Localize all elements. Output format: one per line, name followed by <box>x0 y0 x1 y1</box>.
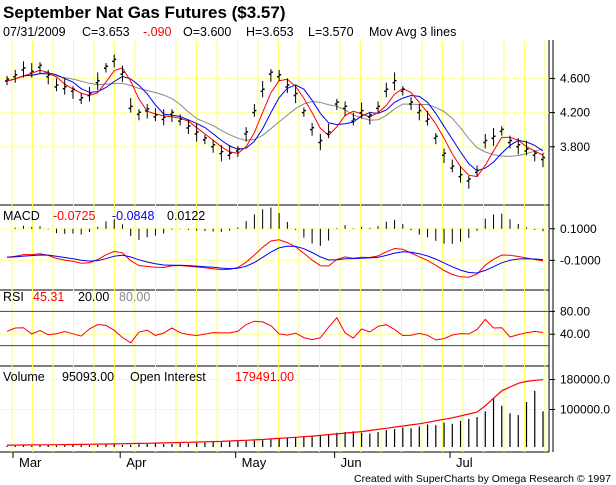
ma-fast-line <box>6 67 544 178</box>
y-tick-label: -0.1000 <box>560 253 601 267</box>
macd-signal-line <box>6 245 544 274</box>
footer-credit: Created with SuperCharts by Omega Resear… <box>354 473 611 485</box>
y-tick-label: 40.00 <box>560 327 590 341</box>
y-tick-label: 80.00 <box>560 304 590 318</box>
rsi-lower: 20.00 <box>78 290 109 304</box>
chart-title: September Nat Gas Futures ($3.57) <box>3 3 285 22</box>
macd-hist-value: 0.0122 <box>167 209 205 223</box>
x-tick-label: May <box>242 455 267 470</box>
x-tick-label: Mar <box>19 455 42 470</box>
rsi-line <box>6 316 544 344</box>
oi-value: 179491.00 <box>235 370 294 384</box>
y-tick-label: 100000.0 <box>560 403 610 417</box>
price-change: -.090 <box>143 25 172 39</box>
x-tick-label: Jun <box>341 455 362 470</box>
x-tick-label: Jul <box>456 455 473 470</box>
y-tick-label: 3.800 <box>560 140 590 154</box>
y-tick-label: 4.600 <box>560 71 590 85</box>
price-open: O=3.600 <box>183 25 231 39</box>
macd-signal-value: -0.0848 <box>112 209 154 223</box>
ma-slow-line <box>6 73 544 157</box>
y-tick-label: 180000.0 <box>560 373 610 387</box>
oi-label: Open Interest <box>130 370 206 384</box>
rsi-label: RSI <box>3 290 24 304</box>
open-interest-line <box>7 379 544 446</box>
y-tick-label: 4.200 <box>560 106 590 120</box>
ma-mid-line <box>6 72 544 172</box>
price-date: 07/31/2009 <box>3 25 66 39</box>
price-high: H=3.653 <box>246 25 294 39</box>
chart-marks: 4.600 4.200 3.800 0.1000 -0.1000 80.00 40.00 18… <box>5 54 610 470</box>
rsi-upper: 80.00 <box>119 290 150 304</box>
volume-label: Volume <box>3 370 45 384</box>
y-tick-label: 0.1000 <box>560 222 597 236</box>
macd-line <box>6 239 544 278</box>
x-tick-label: Apr <box>126 455 147 470</box>
rsi-value: 45.31 <box>33 290 64 304</box>
macd-value: -0.0725 <box>53 209 95 223</box>
price-close: C=3.653 <box>82 25 130 39</box>
macd-label: MACD <box>3 209 40 223</box>
volume-value: 95093.00 <box>62 370 114 384</box>
price-low: L=3.570 <box>308 25 354 39</box>
indicator-label: Mov Avg 3 lines <box>369 25 456 39</box>
